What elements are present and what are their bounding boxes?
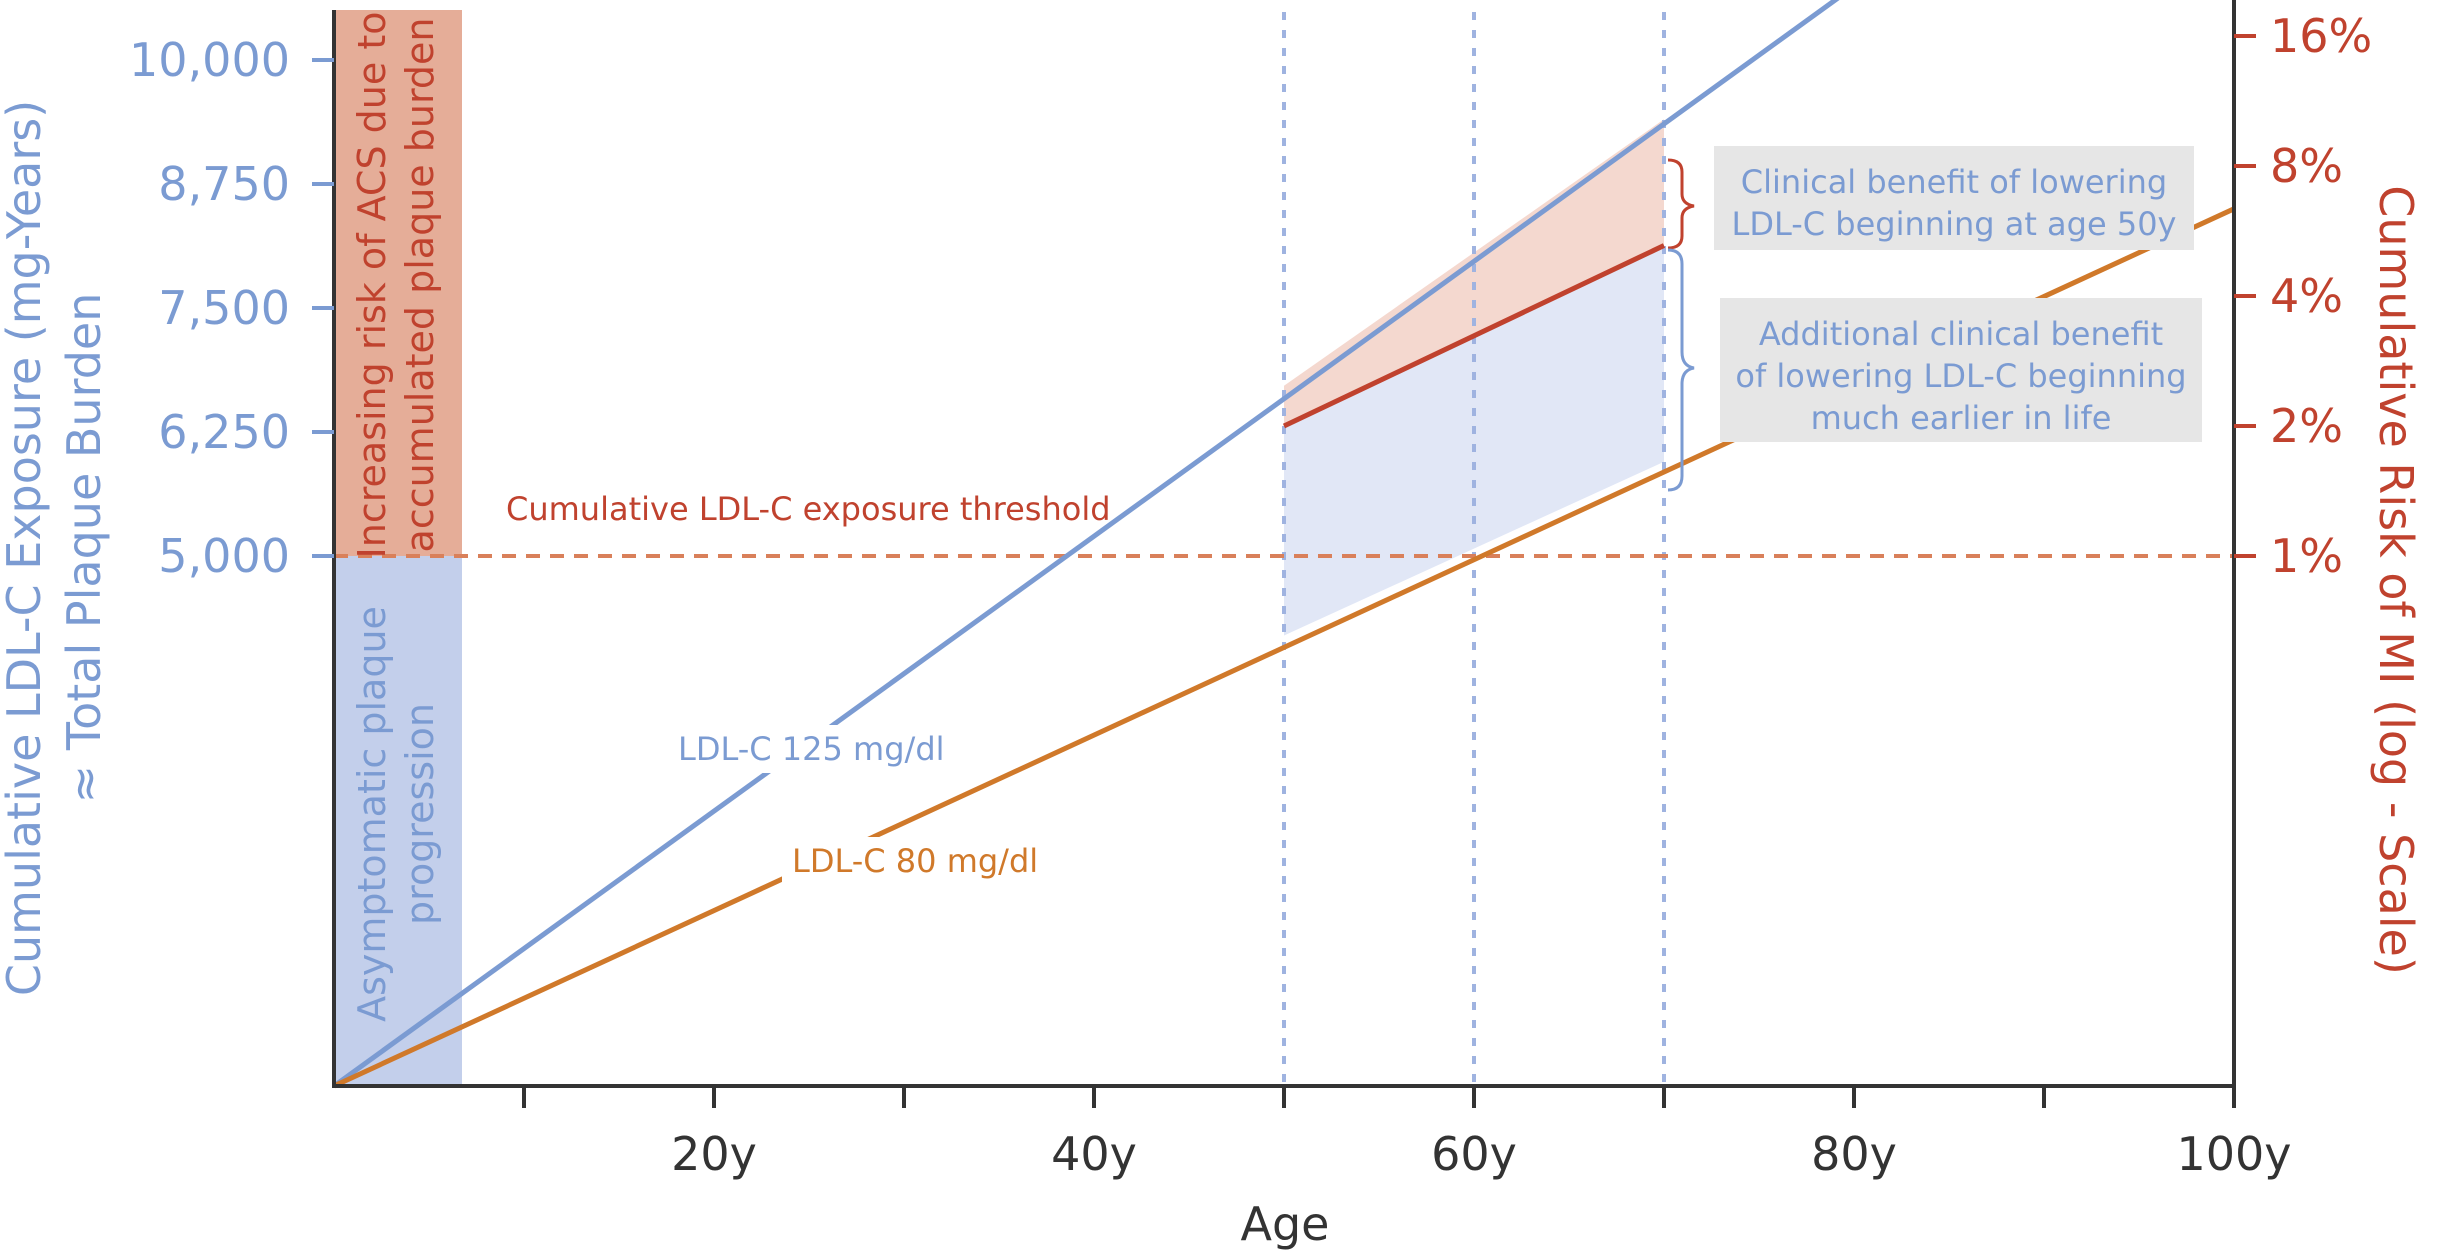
y-left-title-line2: ≈ Total Plaque Burden bbox=[57, 293, 111, 804]
box-benefit-50 bbox=[1714, 146, 2194, 250]
band-lower-label-line2: progression bbox=[398, 703, 442, 925]
box-benefit-early-line2: of lowering LDL-C beginning bbox=[1735, 357, 2186, 395]
threshold-label: Cumulative LDL-C exposure threshold bbox=[506, 490, 1111, 528]
y-right-tick-label-8: 8% bbox=[2270, 139, 2343, 193]
y-left-tick-label-8750: 8,750 bbox=[158, 157, 290, 211]
box-benefit-early bbox=[1720, 298, 2202, 442]
y-right-tick-label-16: 16% bbox=[2270, 9, 2372, 63]
series-label-80: LDL-C 80 mg/dl bbox=[792, 842, 1038, 880]
x-tick-label-60: 60y bbox=[1431, 1127, 1517, 1181]
brace-benefit-early bbox=[1667, 248, 1695, 492]
y-left-tick-label-7500: 7,500 bbox=[158, 281, 290, 335]
label-bg-80 bbox=[782, 837, 1052, 885]
series-label-125: LDL-C 125 mg/dl bbox=[678, 730, 945, 768]
x-tick-label-20: 20y bbox=[671, 1127, 757, 1181]
series-line-ldl-125 bbox=[332, 0, 1840, 1089]
box-benefit-50-line2: LDL-C beginning at age 50y bbox=[1732, 205, 2177, 243]
band-upper-label-line1: Increasing risk of ACS due to bbox=[350, 12, 394, 559]
label-bg-125 bbox=[668, 725, 950, 773]
y-right-tick-label-2: 2% bbox=[2270, 399, 2343, 453]
y-left-tick-label-6250: 6,250 bbox=[158, 405, 290, 459]
y-right-tick-label-4: 4% bbox=[2270, 269, 2343, 323]
box-benefit-early-line1: Additional clinical benefit bbox=[1759, 315, 2163, 353]
y-left-title-line1: Cumulative LDL-C Exposure (mg-Years) bbox=[0, 100, 51, 996]
benefit-area-50 bbox=[1284, 119, 1664, 427]
band-lower-label-line1: Asymptomatic plaque bbox=[350, 606, 394, 1022]
brace-benefit-50 bbox=[1667, 158, 1695, 250]
band-upper-label-line2: accumulated plaque burden bbox=[398, 18, 442, 553]
box-benefit-50-line1: Clinical benefit of lowering bbox=[1741, 163, 2167, 201]
y-right-tick-label-1: 1% bbox=[2270, 529, 2343, 583]
x-axis-title: Age bbox=[1241, 1197, 1330, 1251]
y-right-title: Cumulative Risk of MI (log - Scale) bbox=[2369, 185, 2423, 975]
benefit-area-early bbox=[1284, 245, 1664, 636]
box-benefit-early-line3: much earlier in life bbox=[1811, 399, 2112, 437]
y-left-tick-label-10000: 10,000 bbox=[129, 33, 290, 87]
band-increasing-risk bbox=[334, 10, 462, 556]
x-tick-label-100: 100y bbox=[2176, 1127, 2291, 1181]
y-left-tick-label-5000: 5,000 bbox=[158, 529, 290, 583]
series-line-lowered-at-50 bbox=[1282, 243, 1666, 429]
band-asymptomatic bbox=[334, 556, 462, 1086]
x-tick-label-40: 40y bbox=[1051, 1127, 1137, 1181]
x-tick-label-80: 80y bbox=[1811, 1127, 1897, 1181]
